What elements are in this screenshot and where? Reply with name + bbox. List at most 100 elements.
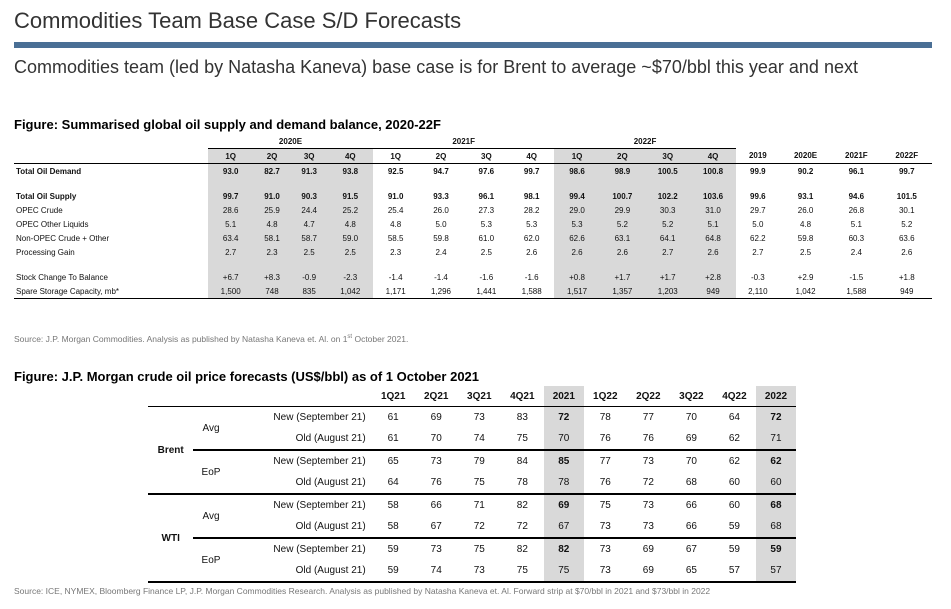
quarter-value: 2.6: [526, 247, 538, 257]
price-value: 72: [457, 516, 501, 539]
quarter-header: 1Q: [372, 148, 419, 164]
table-row: EoP New (September 21) 59 73 75 82 82 73 69 67 59 5…: [148, 538, 796, 583]
spacer: [554, 259, 600, 270]
quarter-value: 835: [290, 284, 328, 299]
quarter-header: 4Q: [690, 148, 736, 164]
annual-value: 93.1: [797, 191, 814, 201]
spacer: [736, 259, 780, 270]
scenario-label: Old (August 21): [228, 560, 372, 583]
table-row: OPEC Other Liquids 5.1 4.8 4.7 4.8 4.8 5.0 5.3 5…: [14, 217, 932, 231]
spacer: [464, 178, 509, 189]
price-value: 69: [642, 544, 654, 555]
header-blank: [831, 134, 881, 149]
price-value: 76: [626, 428, 670, 451]
quarter-value: 25.2: [327, 203, 373, 217]
price-value: 57: [755, 560, 796, 583]
price-value: 60: [728, 500, 740, 511]
price-value: 77: [642, 412, 654, 423]
quarter-value: 2.6: [690, 245, 736, 259]
annual-value: +2.9: [797, 272, 814, 282]
spacer: [645, 259, 691, 270]
quarter-value: 58.5: [387, 233, 404, 243]
price-value: 65: [669, 560, 713, 583]
header-blank: [882, 134, 932, 149]
quarter-value: 5.1: [208, 217, 254, 231]
quarter-value: 748: [253, 284, 291, 299]
spacer: [554, 178, 600, 189]
spacer: [208, 259, 254, 270]
measure-label: EoP: [193, 538, 229, 583]
price-value: 70: [543, 428, 584, 451]
page-subtitle: Commodities team (led by Natasha Kaneva)…: [14, 57, 858, 77]
quarter-value: 97.6: [478, 166, 495, 176]
spacer: [373, 178, 418, 189]
quarter-value: 99.7: [208, 189, 254, 203]
quarter-value: 31.0: [690, 203, 736, 217]
price-value: 78: [500, 472, 544, 495]
row-label: Spare Storage Capacity, mb*: [14, 284, 208, 299]
column-header: 1Q22: [583, 386, 627, 407]
quarter-value: 5.3: [526, 219, 538, 229]
price-value: 73: [457, 560, 501, 583]
spacer: [14, 178, 208, 189]
quarter-value: 61.0: [478, 233, 495, 243]
quarter-value: 1,588: [509, 284, 555, 299]
quarter-value: -2.3: [327, 270, 373, 284]
annual-value: 29.7: [750, 205, 766, 215]
quarter-value: 1,500: [208, 284, 254, 299]
measure-label: EoP: [193, 450, 229, 495]
quarter-header: 3Q: [463, 148, 510, 164]
quarter-value: 1,203: [645, 284, 691, 299]
quarter-value: 64.8: [690, 231, 736, 245]
spacer: [882, 259, 932, 270]
annual-value: 1,042: [779, 284, 832, 299]
price-value: 75: [500, 428, 544, 451]
quarter-value: 2.7: [645, 245, 691, 259]
price-value: 61: [371, 428, 415, 451]
quarter-value: 5.1: [690, 217, 736, 231]
quarter-value: 100.5: [645, 163, 691, 178]
quarter-value: 25.9: [253, 203, 291, 217]
price-value: 73: [626, 516, 670, 539]
quarter-value: 62.0: [523, 233, 540, 243]
quarter-value: 1,517: [554, 284, 600, 299]
annual-value: 63.6: [898, 233, 915, 243]
price-value: 62: [728, 456, 740, 467]
quarter-value: 29.0: [554, 203, 600, 217]
annual-header: 2021F: [831, 148, 882, 164]
quarter-value: +6.7: [208, 270, 254, 284]
annual-value: -0.3: [750, 272, 765, 282]
quarter-value: 91.5: [327, 189, 373, 203]
price-value: 78: [543, 472, 584, 495]
price-value: 84: [516, 456, 528, 467]
quarter-value: 2.3: [253, 245, 291, 259]
price-value: 64: [728, 412, 740, 423]
price-value: 70: [685, 456, 697, 467]
price-value: 60: [755, 472, 796, 495]
quarter-value: 2.6: [554, 245, 600, 259]
price-value: 73: [583, 516, 627, 539]
price-value: 75: [599, 500, 611, 511]
spacer: [327, 259, 373, 270]
row-label: Total Oil Supply: [16, 191, 77, 201]
quarter-value: +2.8: [690, 270, 736, 284]
row-label: Total Oil Demand: [16, 166, 82, 176]
quarter-value: 98.1: [523, 191, 540, 201]
price-value: 69: [543, 494, 584, 516]
quarter-header: 3Q: [290, 148, 328, 164]
commodity-label: WTI: [148, 494, 194, 583]
quarter-value: 93.8: [327, 163, 373, 178]
quarter-value: 64.1: [645, 231, 691, 245]
quarter-value: 29.9: [599, 203, 646, 217]
price-value: 76: [583, 472, 627, 495]
quarter-header: 2Q: [599, 148, 646, 164]
spacer: [690, 259, 736, 270]
price-value: 82: [543, 538, 584, 560]
row-label: Processing Gain: [16, 247, 75, 257]
quarter-value: 63.1: [599, 231, 646, 245]
annual-value: 4.8: [800, 219, 812, 229]
scenario-label: New (September 21): [273, 412, 366, 423]
price-forecast-table: 1Q21 2Q21 3Q21 4Q21 2021 1Q22 2Q22 3Q22 4Q22 2022…: [148, 386, 796, 583]
spacer: [509, 178, 554, 189]
price-value: 67: [543, 516, 584, 539]
